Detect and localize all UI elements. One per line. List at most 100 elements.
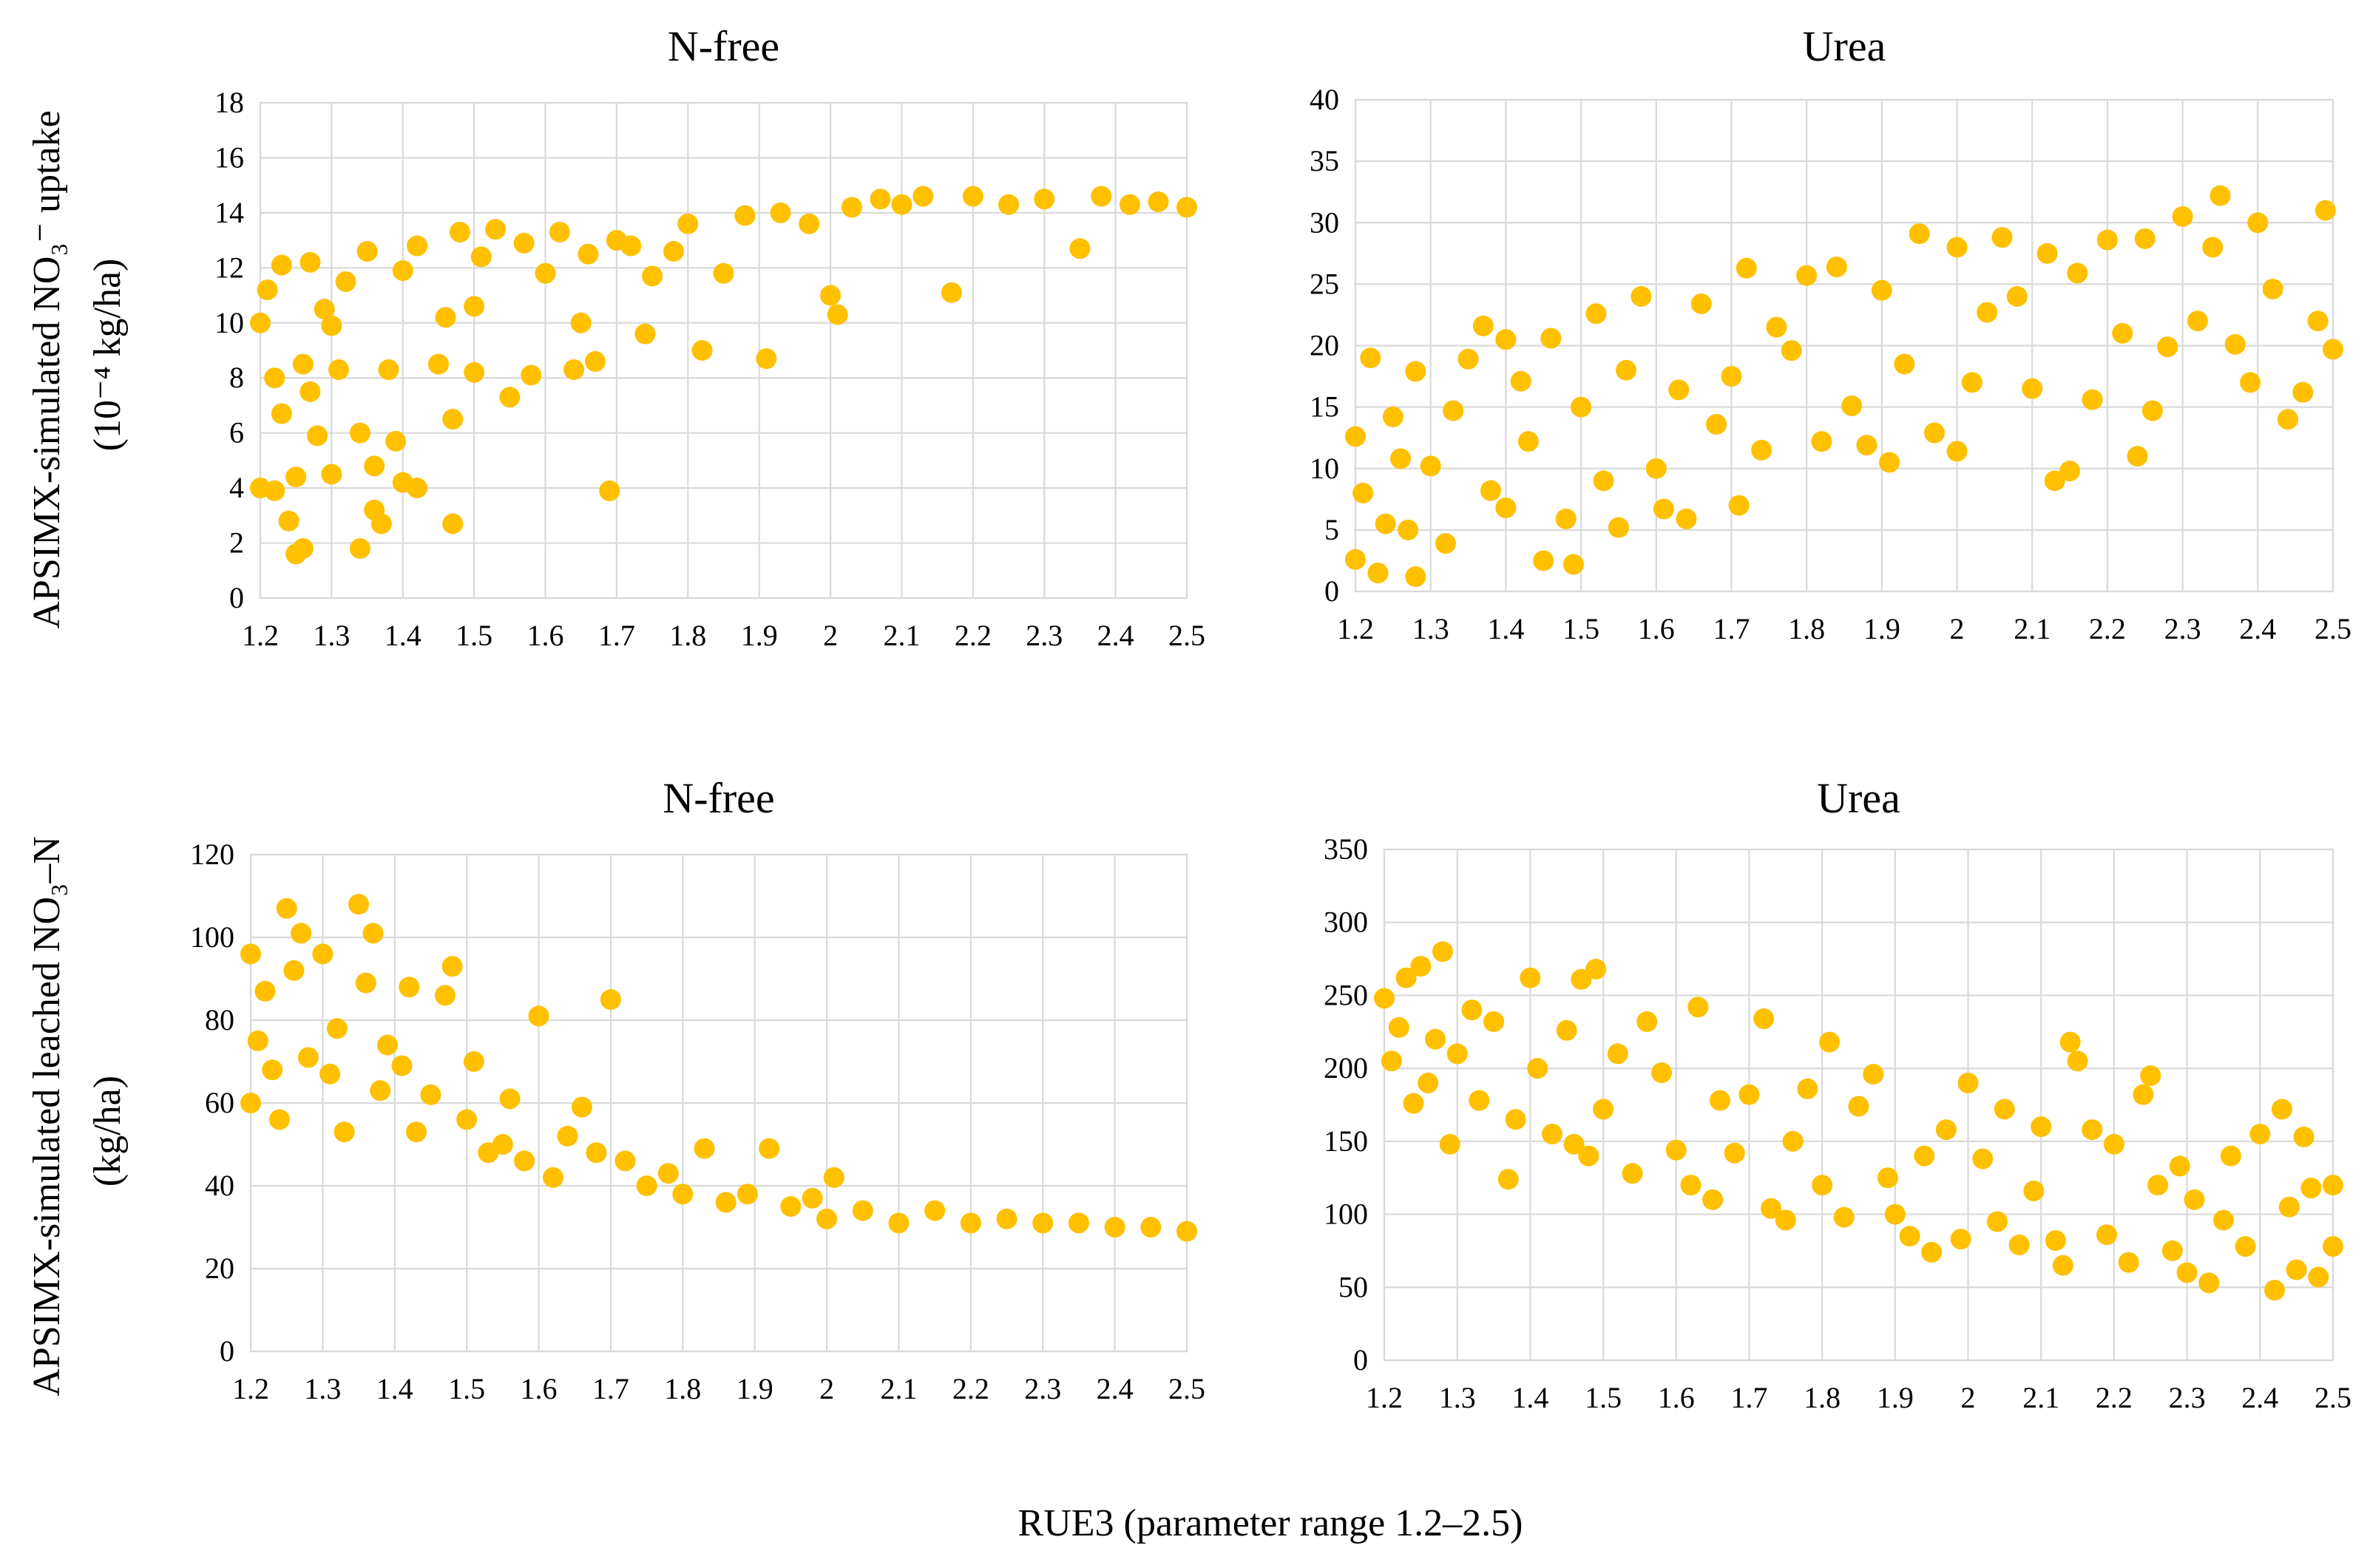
data-point	[599, 480, 620, 501]
x-tick-label: 2.3	[2164, 612, 2201, 645]
y-tick-label: 350	[1324, 832, 1368, 866]
x-tick-label: 2.2	[955, 619, 992, 652]
x-tick-label: 1.2	[232, 1372, 269, 1405]
data-point	[1812, 1175, 1833, 1196]
data-point	[314, 299, 335, 320]
data-point	[2140, 1065, 2161, 1087]
data-point	[585, 350, 606, 372]
data-point	[1687, 997, 1709, 1018]
x-tick-label: 1.4	[1511, 1381, 1548, 1414]
x-tick-label: 2.3	[2169, 1381, 2206, 1414]
x-tick-label: 1.3	[313, 619, 350, 652]
data-point	[1593, 1099, 1614, 1120]
data-point	[1994, 1099, 2015, 1120]
data-point	[1556, 1019, 1577, 1041]
data-point	[399, 977, 420, 998]
data-point	[557, 1125, 578, 1147]
y-tick-label: 2	[229, 526, 244, 560]
x-tick-label: 1.3	[1412, 612, 1449, 645]
x-tick-label: 2.2	[952, 1372, 989, 1405]
data-point	[292, 538, 314, 559]
data-point	[2264, 1280, 2286, 1301]
data-point	[268, 1109, 290, 1130]
data-point	[1636, 1011, 1658, 1032]
y-tick-label: 10	[1310, 452, 1339, 485]
data-point	[1751, 439, 1772, 461]
data-point	[1469, 1090, 1490, 1111]
data-point	[2141, 400, 2163, 421]
data-point	[499, 387, 521, 408]
data-point	[1782, 1130, 1804, 1152]
data-point	[962, 186, 983, 207]
data-point	[499, 1088, 521, 1110]
data-point	[1653, 498, 1674, 520]
data-point	[2323, 1175, 2343, 1196]
chart-title: Urea	[1803, 22, 1886, 70]
data-point	[996, 1208, 1017, 1229]
data-point	[1702, 1189, 1724, 1210]
data-point	[1418, 1072, 1439, 1093]
y-tick-label: 0	[1353, 1343, 1368, 1377]
data-point	[2184, 1189, 2205, 1210]
data-point	[960, 1212, 981, 1234]
data-point	[780, 1196, 802, 1217]
data-point	[1483, 1011, 1505, 1032]
data-point	[1724, 1142, 1745, 1164]
data-point	[385, 430, 407, 452]
data-point	[1991, 227, 2013, 248]
data-point	[2286, 1259, 2307, 1280]
data-point	[271, 403, 292, 424]
data-point	[378, 359, 399, 381]
data-point	[247, 1031, 268, 1051]
data-point	[1841, 395, 1863, 416]
data-point	[1390, 448, 1412, 469]
data-point	[1527, 1058, 1548, 1079]
y-tick-label: 200	[1324, 1051, 1368, 1085]
data-point	[2036, 242, 2058, 264]
data-point	[1924, 422, 1946, 444]
panel-uptake-nfree: N-free 0 2 4 6 8 10 12 14 16 18 1.2 1.3 1.4 1.5 1.6 1.7 1…	[214, 22, 1205, 652]
data-point	[1068, 1212, 1089, 1234]
data-point	[1461, 999, 1483, 1021]
data-point	[2059, 461, 2081, 482]
data-point	[759, 1138, 780, 1159]
data-point	[326, 1018, 348, 1039]
data-point	[1721, 366, 1742, 387]
data-point	[756, 348, 777, 370]
data-point	[1957, 1072, 1979, 1093]
data-point	[2314, 200, 2336, 221]
x-tick-label: 2.3	[1026, 619, 1063, 652]
data-point	[799, 213, 820, 234]
y-tick-label: 4	[229, 471, 244, 504]
x-tick-label: 2.3	[1024, 1372, 1061, 1405]
data-point	[464, 296, 485, 317]
data-point	[1388, 1017, 1409, 1038]
data-point	[1668, 379, 1690, 401]
data-point	[600, 989, 621, 1010]
data-point	[2082, 1119, 2103, 1141]
data-point	[485, 219, 507, 240]
data-point	[1420, 455, 1441, 477]
y-tick-label: 5	[1324, 513, 1339, 546]
data-point	[285, 466, 307, 488]
x-tick-label: 1.2	[1337, 612, 1374, 645]
data-point	[1069, 238, 1091, 259]
data-point	[2052, 1255, 2073, 1276]
data-point	[521, 364, 542, 386]
data-point	[1432, 941, 1453, 963]
data-point	[614, 1150, 636, 1172]
data-point	[2022, 378, 2043, 399]
data-point	[571, 1096, 592, 1118]
data-point	[1382, 406, 1403, 427]
data-point	[463, 1051, 484, 1072]
data-point	[328, 359, 350, 381]
data-point	[442, 409, 464, 430]
plot-frame	[259, 101, 1188, 600]
data-point	[888, 1212, 910, 1234]
data-point	[2169, 1155, 2190, 1177]
data-point	[250, 312, 271, 333]
data-point	[1871, 279, 1892, 301]
data-point	[2300, 1178, 2322, 1199]
data-point	[1676, 508, 1697, 529]
data-point	[442, 513, 464, 534]
